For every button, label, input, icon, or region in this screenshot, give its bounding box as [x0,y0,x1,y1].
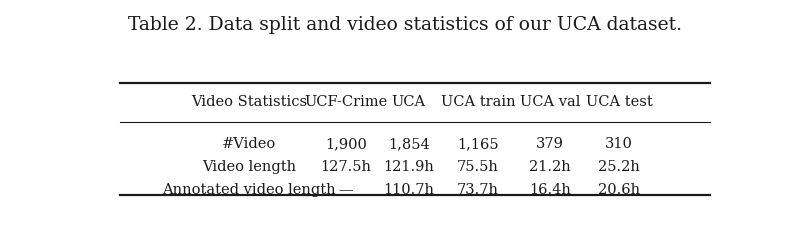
Text: 1,900: 1,900 [325,137,367,151]
Text: #Video: #Video [222,137,276,151]
Text: UCF-Crime: UCF-Crime [305,95,388,109]
Text: UCA val: UCA val [520,95,580,109]
Text: 121.9h: 121.9h [383,160,434,174]
Text: 16.4h: 16.4h [529,183,571,197]
Text: 310: 310 [605,137,633,151]
Text: 1,165: 1,165 [457,137,499,151]
Text: 1,854: 1,854 [388,137,430,151]
Text: UCA test: UCA test [586,95,653,109]
Text: 73.7h: 73.7h [457,183,499,197]
Text: Table 2. Data split and video statistics of our UCA dataset.: Table 2. Data split and video statistics… [128,16,682,34]
Text: 110.7h: 110.7h [383,183,434,197]
Text: Video length: Video length [202,160,296,174]
Text: UCA: UCA [392,95,426,109]
Text: —: — [339,183,353,197]
Text: UCA train: UCA train [441,95,515,109]
Text: Video Statistics: Video Statistics [190,95,307,109]
Text: Annotated video length: Annotated video length [162,183,335,197]
Text: 127.5h: 127.5h [321,160,372,174]
Text: 75.5h: 75.5h [457,160,499,174]
Text: 21.2h: 21.2h [529,160,571,174]
Text: 25.2h: 25.2h [599,160,640,174]
Text: 20.6h: 20.6h [598,183,640,197]
Text: 379: 379 [536,137,564,151]
